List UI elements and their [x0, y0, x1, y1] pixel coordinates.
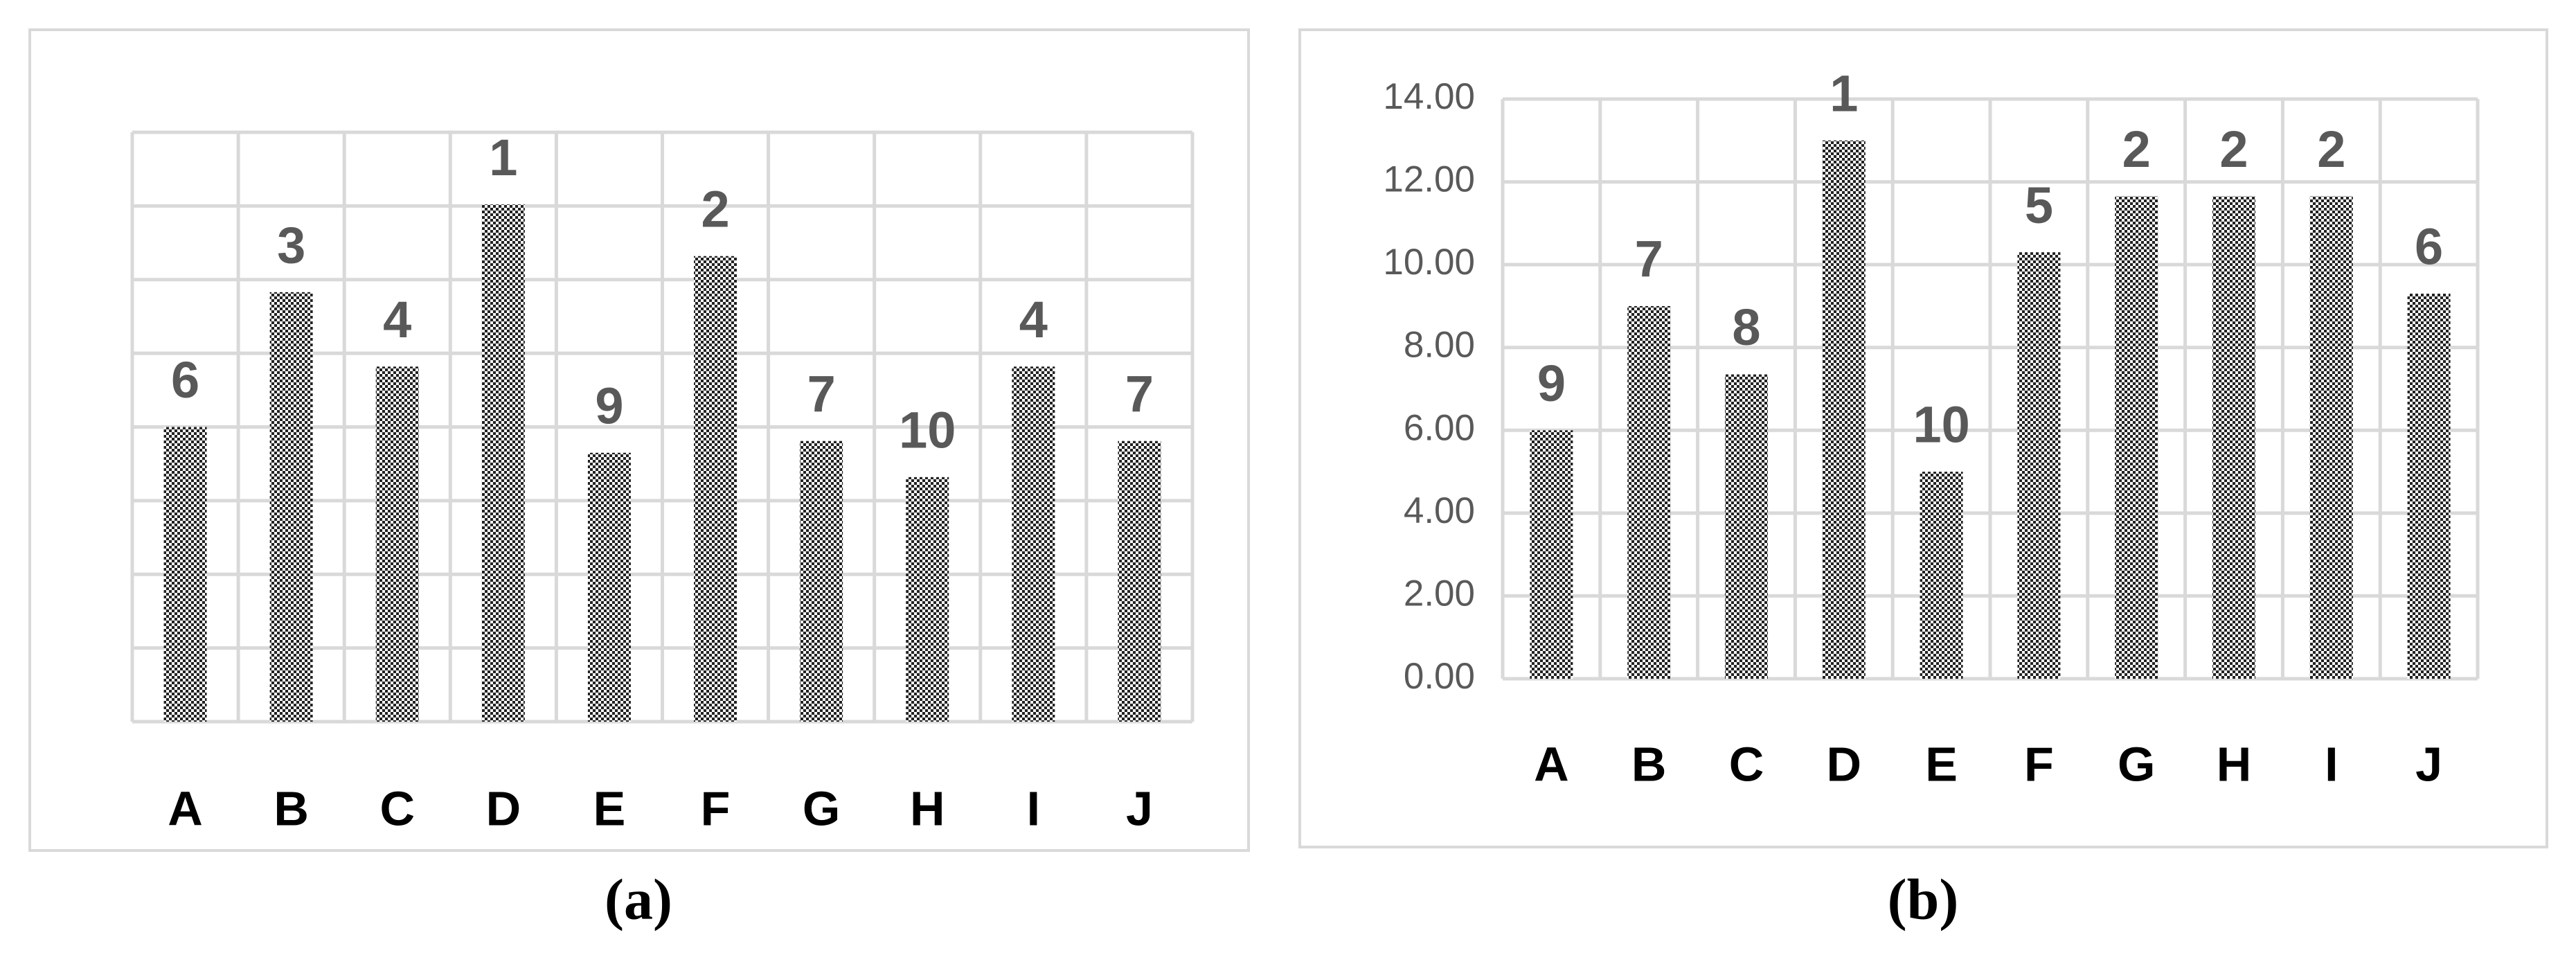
data-label: 9: [595, 377, 623, 434]
x-tick-label: E: [1925, 737, 1958, 791]
y-tick-label: 0.00: [1404, 656, 1475, 697]
y-tick-label: 8.00: [1404, 325, 1475, 366]
y-tick-label: 10.00: [1383, 242, 1475, 283]
data-label: 2: [2122, 121, 2151, 178]
bar: [1920, 472, 1963, 679]
x-tick-label: F: [2024, 737, 2054, 791]
data-label: 9: [1537, 355, 1566, 412]
data-label: 4: [1019, 291, 1048, 348]
y-tick-label: 12.00: [1383, 159, 1475, 200]
bar: [1118, 440, 1161, 722]
data-label: 1: [489, 129, 517, 186]
bar: [2115, 196, 2158, 679]
data-label: 6: [171, 351, 199, 409]
data-label: 7: [807, 365, 836, 422]
y-tick-label: 6.00: [1404, 407, 1475, 448]
x-tick-label: A: [168, 781, 203, 835]
data-label: 1: [1830, 64, 1858, 122]
bar: [163, 427, 207, 722]
chart-frame: [28, 28, 1250, 852]
data-label: 7: [1125, 365, 1154, 422]
bar: [694, 256, 737, 722]
bar: [1530, 430, 1573, 679]
data-label: 8: [1732, 299, 1760, 356]
bar: [800, 440, 843, 722]
bar: [2017, 252, 2061, 679]
y-tick-label: 2.00: [1404, 573, 1475, 614]
bar: [2309, 196, 2353, 679]
x-tick-label: G: [803, 781, 840, 835]
bar: [1627, 305, 1671, 679]
x-tick-label: J: [2415, 737, 2442, 791]
data-label: 3: [277, 216, 305, 274]
x-tick-label: B: [274, 781, 309, 835]
x-tick-label: E: [593, 781, 626, 835]
x-tick-label: J: [1126, 781, 1153, 835]
x-tick-label: I: [2325, 737, 2338, 791]
x-tick-label: H: [910, 781, 945, 835]
bar: [2212, 196, 2255, 679]
y-tick-label: 14.00: [1383, 76, 1475, 117]
x-tick-label: D: [1827, 737, 1862, 791]
bar: [1822, 140, 1866, 679]
data-label: 6: [2415, 218, 2443, 276]
data-label: 2: [2317, 121, 2345, 178]
x-tick-label: A: [1534, 737, 1569, 791]
bar: [375, 366, 419, 722]
caption: (a): [605, 867, 672, 932]
data-label: 2: [701, 180, 729, 238]
bar: [269, 292, 313, 722]
x-tick-label: D: [486, 781, 521, 835]
x-tick-label: I: [1027, 781, 1040, 835]
data-label: 5: [2025, 177, 2053, 234]
caption: (b): [1888, 867, 1959, 932]
bar: [587, 452, 631, 722]
bar: [1012, 366, 1055, 722]
x-tick-label: C: [1729, 737, 1764, 791]
x-tick-label: F: [701, 781, 731, 835]
bar: [481, 204, 525, 722]
data-label: 10: [1913, 396, 1969, 454]
x-tick-label: G: [2118, 737, 2155, 791]
x-tick-label: B: [1631, 737, 1667, 791]
data-label: 10: [899, 401, 956, 458]
data-label: 2: [2219, 121, 2248, 178]
bar: [906, 476, 949, 722]
data-label: 4: [383, 291, 411, 348]
x-tick-label: H: [2217, 737, 2252, 791]
bar: [1725, 374, 1768, 679]
data-label: 7: [1635, 230, 1663, 287]
y-tick-label: 4.00: [1404, 490, 1475, 531]
bar: [2407, 293, 2451, 679]
x-tick-label: C: [379, 781, 415, 835]
